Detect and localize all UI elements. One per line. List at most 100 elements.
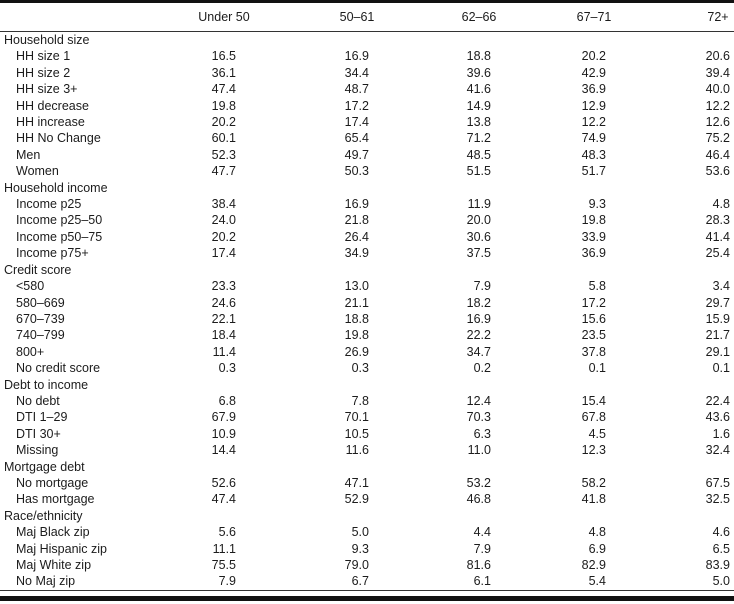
cell-value: 52.6 <box>211 475 236 490</box>
col-header-rowlabels <box>0 1 117 32</box>
row-label: 740–799 <box>16 328 65 343</box>
cell-value: 67.8 <box>581 410 606 425</box>
cell-value: 11.1 <box>212 541 236 556</box>
row-label: HH No Change <box>16 131 101 146</box>
cell-value: 18.8 <box>466 49 491 64</box>
cell-value: 19.8 <box>211 98 236 113</box>
cell-value: 5.8 <box>588 279 606 294</box>
col-header-50-61-label: 50–61 <box>339 10 375 24</box>
table-row: Women 47.7 50.3 51.5 51.7 53.6 <box>0 163 734 179</box>
cell-value: 39.6 <box>466 65 491 80</box>
col-header-72plus-label: 72+ <box>707 10 729 24</box>
cell-value: 29.1 <box>705 344 730 359</box>
cell-value: 17.2 <box>344 98 369 113</box>
table-row: Has mortgage 47.4 52.9 46.8 41.8 32.5 <box>0 491 734 507</box>
cell-value: 23.5 <box>581 328 606 343</box>
cell-value: 7.9 <box>218 574 236 589</box>
table-row: Maj Hispanic zip 11.1 9.3 7.9 6.9 6.5 <box>0 541 734 557</box>
cell-value: 47.4 <box>211 492 236 507</box>
cell-value: 52.3 <box>211 147 236 162</box>
row-label: 800+ <box>16 344 45 359</box>
col-header-under-50-label: Under 50 <box>198 10 250 24</box>
cell-value: 19.8 <box>581 213 606 228</box>
cell-value: 42.9 <box>581 65 606 80</box>
cell-value: 48.7 <box>344 82 369 97</box>
row-label: HH decrease <box>16 98 89 113</box>
row-label: HH size 1 <box>16 49 71 64</box>
cell-value: 5.0 <box>712 574 730 589</box>
table-row: Income p25 38.4 16.9 11.9 9.3 4.8 <box>0 196 734 212</box>
cell-value: 5.0 <box>351 525 369 540</box>
table-header: Under 50 50–61 62–66 67–71 72+ <box>0 1 734 32</box>
cell-value: 22.4 <box>705 393 730 408</box>
cell-value: 16.9 <box>466 311 491 326</box>
group-header-row: Debt to income <box>0 377 734 393</box>
cell-value: 47.1 <box>344 475 369 490</box>
table-row: No mortgage 52.6 47.1 53.2 58.2 67.5 <box>0 475 734 491</box>
table-row: 800+ 11.4 26.9 34.7 37.8 29.1 <box>0 344 734 360</box>
row-label: Maj Black zip <box>16 525 90 540</box>
cell-value: 16.9 <box>344 49 369 64</box>
cell-value: 37.5 <box>466 246 491 261</box>
table-row: Maj Black zip 5.6 5.0 4.4 4.8 4.6 <box>0 524 734 540</box>
cell-value: 18.8 <box>344 311 369 326</box>
cell-value: 6.3 <box>473 426 491 441</box>
cell-value: 75.2 <box>705 131 730 146</box>
cell-value: 24.0 <box>211 213 236 228</box>
cell-value: 14.9 <box>466 98 491 113</box>
cell-value: 48.3 <box>581 147 606 162</box>
cell-value: 13.0 <box>344 279 369 294</box>
cell-value: 41.8 <box>581 492 606 507</box>
cell-value: 20.0 <box>466 213 491 228</box>
cell-value: 26.9 <box>344 344 369 359</box>
cell-value: 47.4 <box>211 82 236 97</box>
cell-value: 43.6 <box>705 410 730 425</box>
group-label: Household income <box>4 180 108 195</box>
cell-value: 6.9 <box>588 541 606 556</box>
row-label: No mortgage <box>16 475 89 490</box>
cell-value: 33.9 <box>581 229 606 244</box>
table-row: Men 52.3 49.7 48.5 48.3 46.4 <box>0 147 734 163</box>
col-header-under-50: Under 50 <box>117 1 250 32</box>
table-row: 740–799 18.4 19.8 22.2 23.5 21.7 <box>0 327 734 343</box>
row-label: No Maj zip <box>16 574 76 589</box>
cell-value: 12.2 <box>581 115 606 130</box>
cell-value: 22.2 <box>466 328 491 343</box>
col-header-62-66: 62–66 <box>373 1 496 32</box>
cell-value: 67.5 <box>705 475 730 490</box>
row-label: No debt <box>16 393 60 408</box>
group-label: Mortgage debt <box>4 459 85 474</box>
cell-value: 13.8 <box>466 115 491 130</box>
cell-value: 36.9 <box>581 246 606 261</box>
cell-value: 17.4 <box>344 115 369 130</box>
cell-value: 11.4 <box>212 344 236 359</box>
row-label: <580 <box>16 279 45 294</box>
cell-value: 46.4 <box>705 147 730 162</box>
cell-value: 18.4 <box>211 328 236 343</box>
cell-value: 4.8 <box>588 525 606 540</box>
summary-statistics-table: Under 50 50–61 62–66 67–71 72+ Household… <box>0 0 734 591</box>
cell-value: 15.9 <box>705 311 730 326</box>
cell-value: 47.7 <box>211 164 236 179</box>
bottom-rule <box>0 595 734 601</box>
cell-value: 49.7 <box>344 147 369 162</box>
cell-value: 20.2 <box>211 229 236 244</box>
cell-value: 70.3 <box>466 410 491 425</box>
cell-value: 36.1 <box>211 65 236 80</box>
table-body: Household size HH size 1 16.5 16.9 18.8 20.2 2… <box>0 32 734 591</box>
cell-value: 11.9 <box>467 197 491 212</box>
cell-value: 7.9 <box>473 541 491 556</box>
cell-value: 71.2 <box>466 131 491 146</box>
group-label: Debt to income <box>4 377 89 392</box>
cell-value: 34.7 <box>466 344 491 359</box>
group-label: Credit score <box>4 262 72 277</box>
cell-value: 40.0 <box>705 82 730 97</box>
cell-value: 51.7 <box>581 164 606 179</box>
cell-value: 5.4 <box>588 574 606 589</box>
group-header-row: Race/ethnicity <box>0 508 734 524</box>
row-label: Income p25 <box>16 197 82 212</box>
cell-value: 11.0 <box>467 443 491 458</box>
cell-value: 16.5 <box>211 49 236 64</box>
cell-value: 21.1 <box>344 295 369 310</box>
